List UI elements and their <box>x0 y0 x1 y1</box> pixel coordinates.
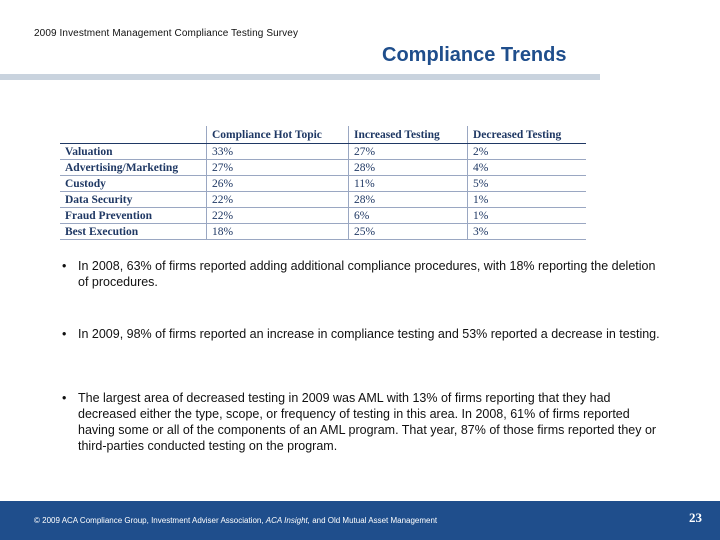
increased-testing-value: 27% <box>348 143 468 160</box>
table-row: Fraud Prevention 22% 6% 1% <box>60 207 586 224</box>
hot-topic-value: 26% <box>206 175 349 192</box>
decreased-testing-value: 4% <box>467 159 586 176</box>
bullet-text: In 2009, 98% of firms reported an increa… <box>78 327 660 341</box>
row-topic: Custody <box>60 175 207 192</box>
decreased-testing-value: 3% <box>467 223 586 240</box>
increased-testing-value: 6% <box>348 207 468 224</box>
decreased-testing-value: 1% <box>467 207 586 224</box>
decreased-testing-value: 1% <box>467 191 586 208</box>
footer-bar: © 2009 ACA Compliance Group, Investment … <box>0 501 720 540</box>
decreased-testing-value: 2% <box>467 143 586 160</box>
bullet-text: The largest area of decreased testing in… <box>78 391 657 453</box>
table-row: Best Execution 18% 25% 3% <box>60 223 586 240</box>
bullet-dot-icon: • <box>62 391 67 405</box>
column-header-decreased-testing: Decreased Testing <box>467 126 586 144</box>
hot-topic-value: 22% <box>206 191 349 208</box>
copyright-part: and Old Mutual Asset Management <box>309 516 438 525</box>
bullet-text: In 2008, 63% of firms reported adding ad… <box>78 259 656 289</box>
copyright-text: © 2009 ACA Compliance Group, Investment … <box>34 516 437 525</box>
table-row: Custody 26% 11% 5% <box>60 175 586 192</box>
header-divider <box>0 74 600 80</box>
bullet-item: • In 2009, 98% of firms reported an incr… <box>62 326 662 342</box>
row-topic: Advertising/Marketing <box>60 159 207 176</box>
row-topic: Data Security <box>60 191 207 208</box>
bullet-dot-icon: • <box>62 327 67 341</box>
row-topic: Fraud Prevention <box>60 207 207 224</box>
row-topic: Valuation <box>60 143 207 160</box>
copyright-part: © 2009 ACA Compliance Group, Investment … <box>34 516 266 525</box>
increased-testing-value: 11% <box>348 175 468 192</box>
survey-title: 2009 Investment Management Compliance Te… <box>34 28 299 39</box>
increased-testing-value: 25% <box>348 223 468 240</box>
hot-topic-value: 27% <box>206 159 349 176</box>
bullet-item: • The largest area of decreased testing … <box>62 390 662 454</box>
table-row: Data Security 22% 28% 1% <box>60 191 586 208</box>
table-header-row: Compliance Hot Topic Increased Testing D… <box>60 126 586 144</box>
hot-topic-value: 33% <box>206 143 349 160</box>
hot-topic-value: 18% <box>206 223 349 240</box>
column-header-topic <box>60 126 207 144</box>
increased-testing-value: 28% <box>348 191 468 208</box>
compliance-trends-table: Compliance Hot Topic Increased Testing D… <box>60 126 586 240</box>
table-row: Valuation 33% 27% 2% <box>60 143 586 160</box>
table-row: Advertising/Marketing 27% 28% 4% <box>60 159 586 176</box>
page-title: Compliance Trends <box>382 44 567 66</box>
decreased-testing-value: 5% <box>467 175 586 192</box>
row-topic: Best Execution <box>60 223 207 240</box>
column-header-increased-testing: Increased Testing <box>348 126 468 144</box>
bullet-dot-icon: • <box>62 259 67 273</box>
increased-testing-value: 28% <box>348 159 468 176</box>
copyright-publication: ACA Insight, <box>265 516 310 525</box>
hot-topic-value: 22% <box>206 207 349 224</box>
bullet-item: • In 2008, 63% of firms reported adding … <box>62 258 662 290</box>
column-header-hot-topic: Compliance Hot Topic <box>206 126 349 144</box>
page-number: 23 <box>689 510 702 525</box>
